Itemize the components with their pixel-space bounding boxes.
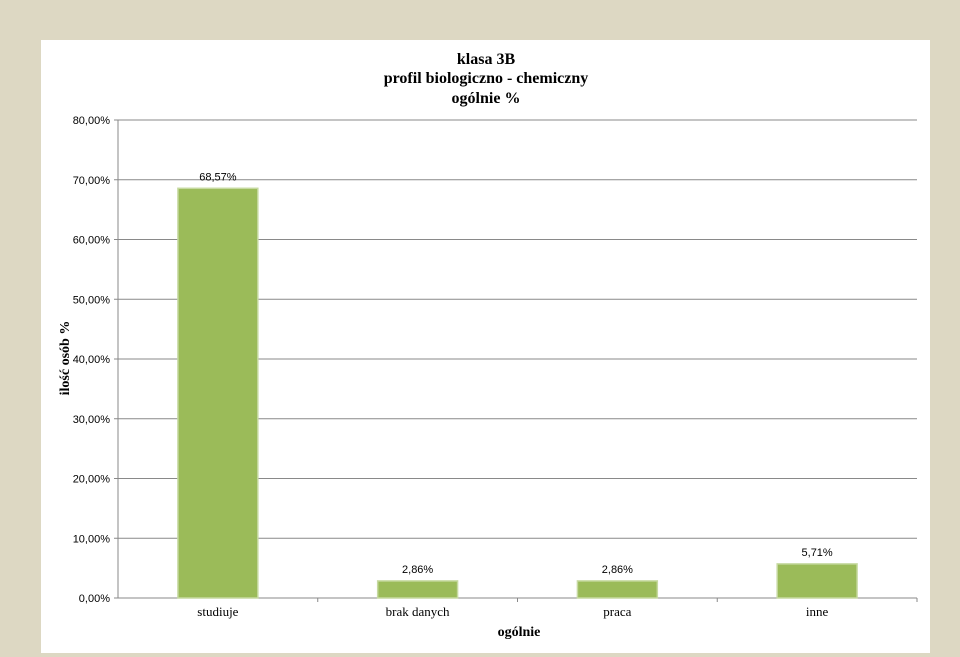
data-label: 2,86% — [402, 564, 433, 576]
x-tick-label: inne — [806, 604, 829, 619]
chart-panel: klasa 3B profil biologiczno - chemiczny … — [41, 40, 930, 653]
y-tick-label: 10,00% — [73, 533, 111, 545]
x-tick-label: brak danych — [386, 604, 450, 619]
y-tick-label: 0,00% — [79, 593, 110, 605]
y-tick-labels: 0,00% 10,00% 20,00% 30,00% 40,00% 50,00% 60,00… — [73, 115, 111, 605]
bars — [177, 187, 858, 599]
y-tick-label: 70,00% — [73, 175, 111, 187]
x-tick-labels: studiuje brak danych praca inne — [197, 604, 828, 619]
data-labels: 68,57% 2,86% 2,86% 5,71% — [199, 171, 833, 576]
y-tick-label: 40,00% — [73, 354, 111, 366]
data-label: 68,57% — [199, 171, 237, 183]
data-label: 2,86% — [602, 564, 633, 576]
bar-inne — [776, 563, 858, 599]
bar-praca — [576, 580, 659, 599]
x-axis-title: ogólnie — [498, 625, 541, 640]
y-tick-label: 20,00% — [73, 474, 111, 486]
chart-title-line-3: ogólnie % — [452, 90, 521, 107]
chart-title-line-1: klasa 3B — [457, 51, 516, 68]
x-tick-label: praca — [603, 604, 631, 619]
x-tick-label: studiuje — [197, 604, 238, 619]
bar-brak-danych — [376, 580, 459, 599]
chart-title: klasa 3B profil biologiczno - chemiczny … — [384, 51, 589, 107]
chart-title-line-2: profil biologiczno - chemiczny — [384, 70, 589, 87]
y-axis-title: ilość osób % — [58, 321, 73, 396]
bar-studiuje — [177, 187, 259, 599]
y-tick-label: 50,00% — [73, 294, 111, 306]
y-tick-label: 30,00% — [73, 414, 111, 426]
data-label: 5,71% — [802, 547, 833, 559]
y-tick-label: 60,00% — [73, 235, 111, 247]
bar-chart: klasa 3B profil biologiczno - chemiczny … — [58, 51, 918, 640]
y-tick-label: 80,00% — [73, 115, 111, 127]
